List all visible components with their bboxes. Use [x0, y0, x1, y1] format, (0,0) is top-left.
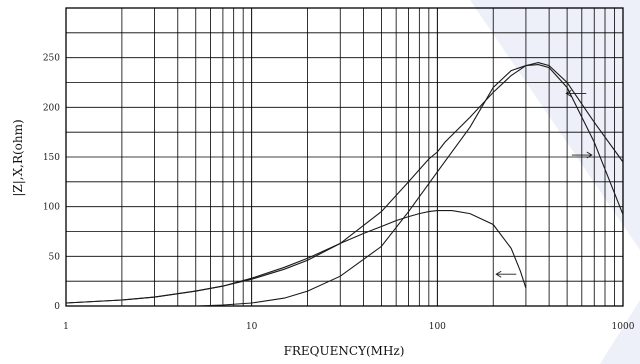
y-tick-label: 250	[43, 54, 60, 64]
curve-arrow	[565, 90, 587, 97]
y-tick-label: 150	[43, 153, 60, 163]
x-axis-title: FREQUENCY(MHz)	[284, 344, 405, 358]
y-tick-label: 0	[54, 302, 60, 312]
x-axis-ticks: 1 10 100 1000	[63, 322, 635, 332]
y-axis-title: |Z|,X,R(ohm)	[11, 119, 25, 196]
y-tick-label: 200	[43, 103, 60, 113]
x-tick-label: 10	[246, 322, 258, 332]
curves	[65, 62, 624, 307]
grid	[66, 8, 623, 306]
watermark-shape	[470, 0, 640, 364]
curve-x	[65, 210, 527, 304]
curve-arrows	[495, 90, 593, 278]
x-tick-label: 1	[63, 322, 69, 332]
plot-frame	[65, 7, 624, 307]
y-tick-label: 50	[49, 252, 61, 262]
x-tick-label: 1000	[612, 322, 635, 332]
curve-arrow	[495, 270, 517, 278]
y-axis-ticks: 0 50 100 150 200 250	[43, 54, 60, 312]
x-tick-label: 100	[429, 322, 446, 332]
y-tick-label: 100	[43, 203, 60, 213]
curve-arrow	[571, 151, 593, 159]
curve-r	[195, 64, 624, 307]
